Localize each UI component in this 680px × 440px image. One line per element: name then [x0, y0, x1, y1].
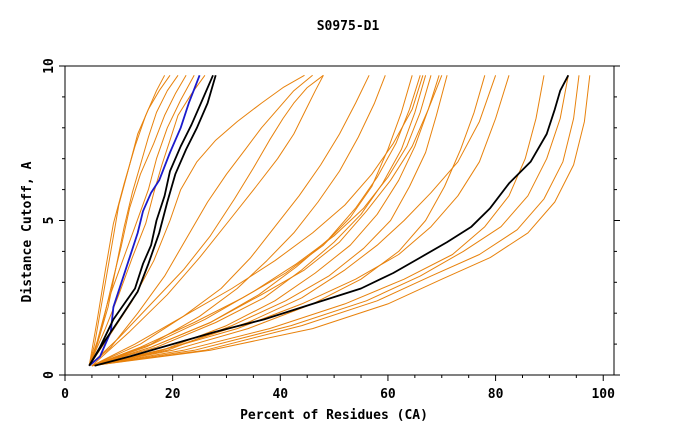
series-line-1	[88, 74, 214, 367]
y-tick-label-2: 10	[42, 58, 57, 74]
series-line-0	[88, 74, 201, 367]
series-line-29	[91, 75, 591, 367]
series-line-28	[91, 75, 580, 367]
series-line-26	[91, 75, 545, 367]
y-tick-label-1: 5	[42, 217, 57, 225]
x-axis-label: Percent of Residues (CA)	[240, 408, 428, 423]
x-tick-label-3: 60	[380, 387, 396, 402]
series-line-2	[88, 75, 217, 367]
series-layer	[88, 74, 591, 367]
series-line-19	[91, 75, 432, 367]
series-line-25	[91, 75, 510, 367]
series-line-6	[88, 75, 195, 366]
series-line-3	[94, 74, 570, 367]
series-line-15	[91, 75, 386, 367]
x-tick-label-1: 20	[165, 387, 181, 402]
x-tick-label-2: 40	[272, 387, 288, 402]
x-tick-label-5: 100	[591, 387, 615, 402]
series-line-14	[91, 75, 370, 367]
chart-title: S0975-D1	[317, 19, 380, 34]
series-line-21	[91, 75, 440, 367]
series-line-20	[91, 75, 424, 367]
series-line-24	[91, 75, 486, 367]
axes-layer: 0 20 40 60 80 100 0 5 10	[42, 58, 620, 402]
series-line-8	[88, 75, 166, 366]
series-line-12	[88, 74, 324, 367]
series-line-27	[91, 75, 569, 367]
series-line-22	[91, 75, 443, 367]
series-line-13	[91, 75, 324, 367]
series-line-9	[88, 75, 179, 366]
series-line-16	[91, 75, 413, 367]
x-tick-label-0: 0	[61, 387, 69, 402]
series-line-18	[91, 75, 427, 367]
y-axis-label: Distance Cutoff, A	[20, 161, 35, 302]
x-tick-label-4: 80	[488, 387, 504, 402]
y-tick-label-0: 0	[42, 371, 57, 379]
series-line-11	[88, 74, 313, 367]
